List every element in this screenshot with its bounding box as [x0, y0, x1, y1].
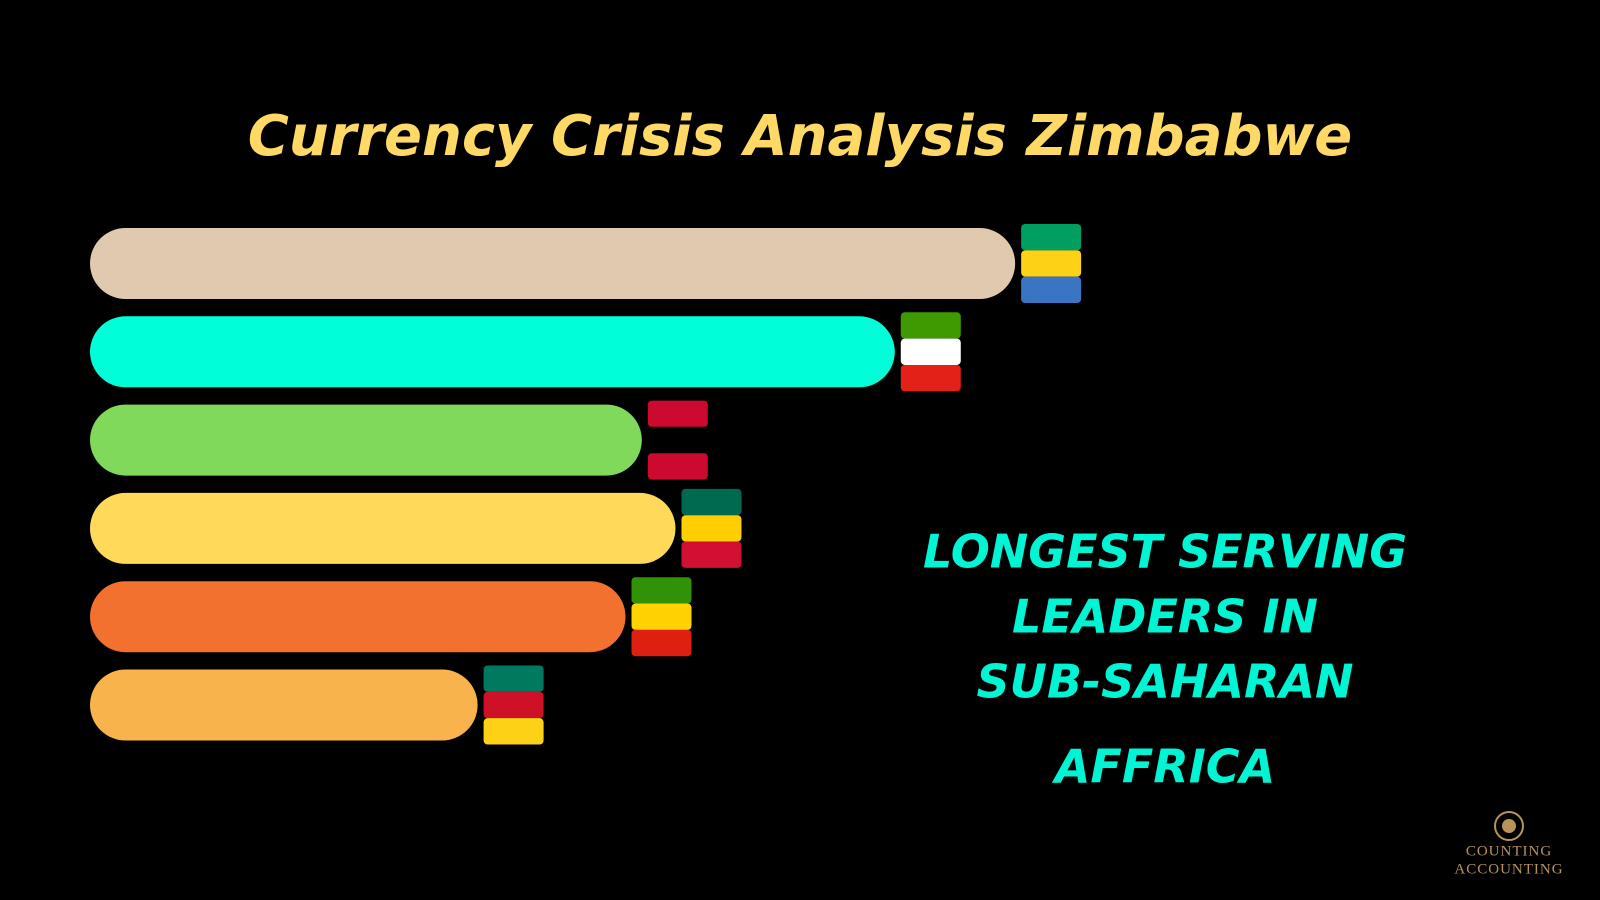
flag-stripe	[900, 338, 961, 365]
flag-stripe	[1021, 224, 1082, 251]
flag-stripe	[647, 426, 708, 454]
subtitle-line: LONGEST SERVING	[923, 525, 1407, 579]
bar	[90, 404, 642, 476]
logo	[1494, 811, 1524, 841]
bar	[90, 316, 895, 388]
subtitle-line: LEADERS IN	[1012, 590, 1318, 644]
flag-stripe	[647, 453, 708, 480]
flag-stripe	[631, 603, 692, 630]
flag-stripe	[681, 541, 742, 568]
logo-ring	[1494, 811, 1524, 841]
flag-stripe	[483, 665, 544, 692]
flag-stripe	[631, 577, 692, 604]
flag-stripe	[1021, 250, 1082, 277]
bar	[90, 669, 478, 741]
subtitle-line: SUB-SAHARAN	[977, 655, 1354, 709]
flag-stripe	[647, 400, 708, 427]
flag-stripe	[1021, 276, 1082, 303]
flag-stripe	[631, 629, 692, 657]
logo-core	[1502, 819, 1516, 833]
flag-stripe	[681, 515, 742, 542]
flag-stripe	[900, 364, 961, 392]
chart-title: Currency Crisis Analysis Zimbabwe	[248, 104, 1352, 169]
flag-stripe	[900, 312, 961, 339]
watermark: COUNTING	[1466, 843, 1552, 859]
flag-stripe	[483, 691, 544, 719]
flag-stripe	[483, 718, 544, 745]
watermark: ACCOUNTING	[1454, 861, 1563, 877]
flag-stripe	[681, 488, 742, 516]
bar	[90, 492, 676, 564]
bar	[90, 228, 1016, 299]
subtitle-line: AFFRICA	[1052, 740, 1275, 794]
bar	[90, 581, 626, 653]
